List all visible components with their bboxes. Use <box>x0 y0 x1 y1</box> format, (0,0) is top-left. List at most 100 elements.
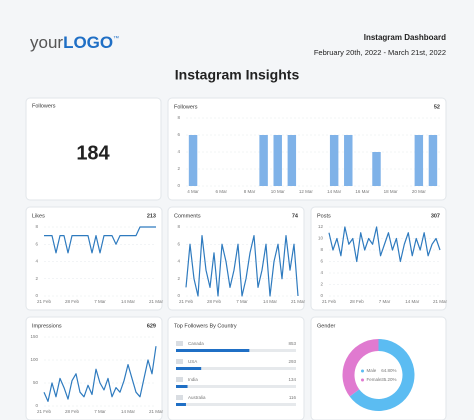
y-tick-label: 0 <box>177 183 180 188</box>
x-tick-label: 4 Mar <box>187 189 199 194</box>
bar <box>176 403 186 406</box>
y-tick-label: 0 <box>320 293 323 298</box>
legend-label: Female <box>367 377 383 382</box>
x-tick-label: 10 Mar <box>271 189 286 194</box>
x-tick-label: 8 Mar <box>244 189 256 194</box>
bar-track <box>176 403 296 406</box>
x-tick-label: 12 Mar <box>299 189 314 194</box>
x-tick-label: 28 Feb <box>65 409 80 414</box>
country-name: Canada <box>188 341 204 346</box>
x-tick-label: 7 Mar <box>379 299 391 304</box>
card-title: Comments <box>174 213 201 219</box>
country-value: 293 <box>288 359 296 364</box>
bar <box>329 135 339 186</box>
y-tick-label: 4 <box>177 149 180 154</box>
card <box>25 316 163 420</box>
y-tick-label: 8 <box>35 224 38 229</box>
x-tick-label: 28 Feb <box>65 299 80 304</box>
bar <box>188 135 198 186</box>
card <box>25 97 162 201</box>
y-tick-label: 0 <box>177 293 180 298</box>
x-tick-label: 14 Mar <box>327 189 342 194</box>
x-tick-label: 21 Feb <box>37 299 52 304</box>
y-tick-label: 6 <box>177 241 180 246</box>
card <box>310 316 447 420</box>
y-tick-label: 2 <box>177 276 180 281</box>
card-title: Likes <box>32 213 45 219</box>
x-tick-label: 16 Mar <box>355 189 370 194</box>
card <box>25 206 163 311</box>
logo: yourLOGO™ <box>30 33 119 52</box>
card-total: 629 <box>147 323 156 329</box>
x-tick-label: 14 Mar <box>263 299 278 304</box>
country-name: Australia <box>188 395 206 400</box>
legend-dot <box>361 378 364 382</box>
kpi-value: 184 <box>76 142 110 164</box>
card-total: 74 <box>292 213 299 219</box>
card-title: Posts <box>317 213 331 219</box>
x-tick-label: 28 Feb <box>207 299 222 304</box>
x-tick-label: 21 Mar <box>149 299 164 304</box>
x-tick-label: 21 Mar <box>149 409 164 414</box>
y-tick-label: 6 <box>35 241 38 246</box>
x-tick-label: 21 Feb <box>37 409 52 414</box>
flag <box>176 395 183 400</box>
x-tick-label: 21 Mar <box>433 299 448 304</box>
x-tick-label: 7 Mar <box>94 409 106 414</box>
logo-brand: LOGO <box>63 33 113 52</box>
value-label: 64.80% <box>381 368 396 373</box>
value-label: 35.20% <box>381 377 396 382</box>
card-total: 52 <box>434 104 440 110</box>
bar <box>176 349 250 352</box>
legend-label: Male <box>367 368 377 373</box>
x-tick-label: 21 Feb <box>322 299 337 304</box>
country-name: USA <box>188 359 197 364</box>
logo-mark: ™ <box>113 35 119 42</box>
y-tick-label: 2 <box>35 276 38 281</box>
line <box>328 226 441 263</box>
donut-slice <box>342 339 379 397</box>
bar <box>287 135 297 186</box>
country-value: 116 <box>289 395 297 400</box>
card-total: 213 <box>147 213 156 219</box>
header-title: Instagram Dashboard <box>364 33 446 42</box>
y-tick-label: 4 <box>177 259 180 264</box>
card-title: Followers <box>32 103 56 109</box>
x-tick-label: 21 Mar <box>291 299 306 304</box>
x-tick-label: 7 Mar <box>94 299 106 304</box>
bar <box>414 135 424 186</box>
x-tick-label: 18 Mar <box>384 189 399 194</box>
page-title: Instagram Insights <box>175 67 300 83</box>
bar <box>176 385 188 388</box>
card-title: Gender <box>317 323 336 329</box>
y-tick-label: 4 <box>35 259 38 264</box>
x-tick-label: 7 Mar <box>236 299 248 304</box>
donut-slice <box>349 339 415 411</box>
y-tick-label: 6 <box>177 132 180 137</box>
card-total: 307 <box>431 213 440 219</box>
bar <box>372 152 381 186</box>
line <box>44 226 156 254</box>
x-tick-label: 14 Mar <box>405 299 420 304</box>
country-value: 853 <box>288 341 296 346</box>
x-tick-label: 21 Feb <box>179 299 194 304</box>
card <box>167 97 447 201</box>
bar-track <box>176 367 296 370</box>
y-tick-label: 10 <box>318 236 324 241</box>
y-tick-label: 100 <box>30 357 38 362</box>
card-title: Impressions <box>32 323 62 329</box>
y-tick-label: 12 <box>318 224 324 229</box>
bar <box>428 135 438 186</box>
line <box>185 235 299 297</box>
x-tick-label: 6 Mar <box>216 189 228 194</box>
y-tick-label: 0 <box>35 293 38 298</box>
bar <box>259 135 268 186</box>
bar <box>344 135 353 186</box>
x-tick-label: 14 Mar <box>121 409 136 414</box>
flag <box>176 341 183 346</box>
country-value: 134 <box>288 377 296 382</box>
logo-prefix: your <box>30 33 63 52</box>
y-tick-label: 2 <box>177 166 180 171</box>
